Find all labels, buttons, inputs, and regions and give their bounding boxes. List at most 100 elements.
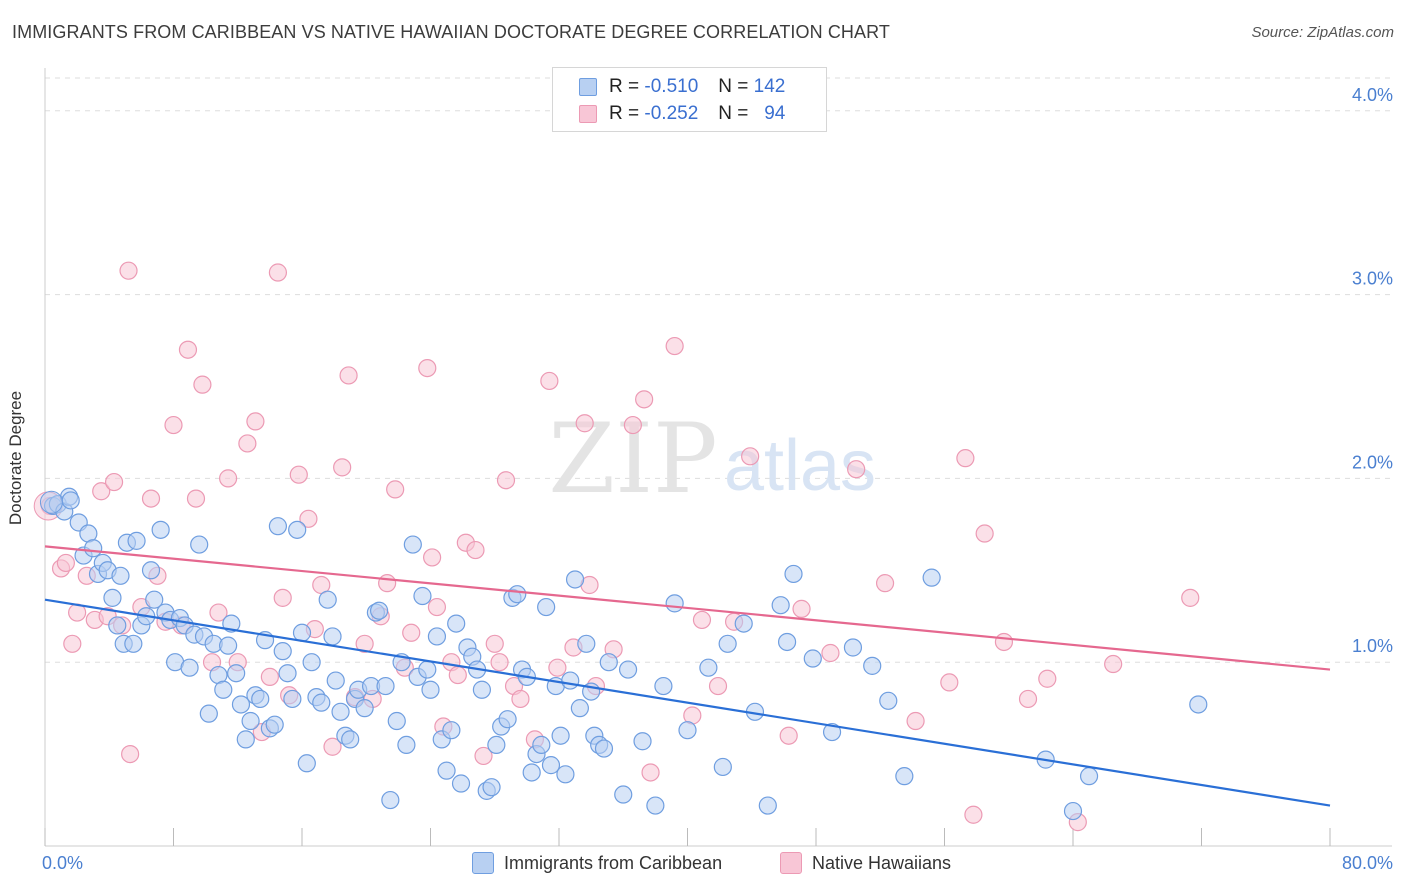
point-caribbean (180, 658, 199, 677)
legend-n-value: 142 (753, 76, 786, 97)
point-native-hawaiians (141, 489, 161, 508)
point-native-hawaiians (821, 643, 840, 663)
point-caribbean (487, 735, 506, 755)
point-caribbean (532, 735, 551, 755)
point-native-hawaiians (418, 358, 437, 378)
point-native-hawaiians (623, 415, 642, 435)
point-native-hawaiians (1104, 654, 1123, 674)
legend-label-caribbean: Immigrants from Caribbean (504, 852, 723, 873)
point-caribbean (292, 623, 312, 642)
legend-swatch-pink (579, 105, 597, 123)
point-caribbean (472, 680, 491, 699)
legend-swatch-blue (472, 852, 494, 874)
point-caribbean (397, 735, 416, 755)
point-caribbean (84, 539, 103, 558)
point-caribbean (879, 691, 898, 710)
point-native-hawaiians (485, 634, 504, 653)
point-caribbean (241, 711, 260, 731)
point-caribbean (341, 730, 360, 749)
point-native-hawaiians (575, 414, 594, 433)
y-tick-label: 2.0% (1352, 452, 1393, 472)
point-caribbean (437, 761, 456, 780)
correlation-legend: R = -0.510 N = 142 R = -0.252 N = 94 (552, 67, 827, 132)
point-caribbean (199, 704, 218, 723)
point-caribbean (699, 658, 718, 677)
point-native-hawaiians (386, 480, 405, 499)
point-native-hawaiians (402, 623, 421, 642)
point-caribbean (451, 774, 471, 793)
y-axis-label: Doctorate Degree (6, 390, 25, 526)
point-caribbean (124, 634, 143, 653)
point-native-hawaiians (355, 634, 374, 653)
point-caribbean (678, 721, 697, 740)
point-native-hawaiians (299, 509, 318, 528)
point-native-hawaiians (427, 597, 447, 617)
point-native-hawaiians (323, 737, 342, 756)
point-caribbean (599, 653, 618, 672)
point-caribbean (278, 664, 297, 683)
point-caribbean (614, 785, 633, 804)
legend-r-value: -0.252 (644, 103, 699, 124)
point-native-hawaiians (193, 375, 212, 394)
legend-r-label: R = (609, 103, 640, 124)
point-native-hawaiians (511, 689, 530, 709)
point-native-hawaiians (466, 540, 485, 560)
point-caribbean (482, 778, 501, 797)
point-native-hawaiians (975, 524, 994, 543)
point-caribbean (413, 586, 432, 606)
trend-line-native-hawaiians (44, 545, 1331, 671)
point-caribbean (633, 732, 652, 751)
point-caribbean (777, 632, 797, 652)
point-caribbean (447, 614, 466, 633)
point-native-hawaiians (63, 634, 82, 653)
point-caribbean (570, 699, 589, 718)
point-native-hawaiians (164, 415, 183, 435)
point-caribbean (103, 588, 122, 607)
legend-r-label: R = (609, 76, 640, 97)
legend-n-label: N = (718, 76, 749, 97)
point-caribbean (318, 590, 337, 609)
point-caribbean (190, 535, 209, 554)
point-native-hawaiians (906, 711, 925, 731)
point-native-hawaiians (378, 574, 397, 593)
point-caribbean (127, 531, 146, 550)
point-native-hawaiians (246, 412, 265, 431)
point-caribbean (442, 721, 461, 740)
point-native-hawaiians (273, 588, 292, 607)
point-caribbean (654, 676, 673, 696)
y-tick-label: 1.0% (1352, 636, 1393, 656)
point-native-hawaiians (779, 726, 798, 745)
legend-swatch-blue (579, 78, 597, 96)
point-native-hawaiians (665, 336, 684, 356)
axes-layer (44, 68, 1392, 847)
point-caribbean (251, 689, 270, 709)
point-caribbean (39, 490, 63, 514)
point-native-hawaiians (1018, 689, 1038, 709)
point-caribbean (331, 702, 350, 721)
point-native-hawaiians (56, 553, 75, 573)
point-caribbean (283, 689, 302, 709)
legend-swatch-pink (780, 852, 802, 874)
legend-row-hawaiians: R = -0.252 N = 94 (579, 102, 785, 126)
chart-title: IMMIGRANTS FROM CARIBBEAN VS NATIVE HAWA… (12, 22, 890, 42)
point-caribbean (265, 715, 284, 734)
point-caribbean (718, 634, 737, 653)
point-caribbean (297, 754, 316, 773)
point-caribbean (326, 671, 345, 690)
point-native-hawaiians (209, 603, 228, 622)
point-caribbean (302, 653, 321, 672)
point-caribbean (323, 627, 342, 646)
trend-line-caribbean (44, 598, 1331, 807)
legend-n-value: 94 (764, 103, 786, 124)
point-caribbean (219, 636, 238, 655)
point-caribbean (561, 671, 580, 690)
point-caribbean (556, 765, 575, 784)
point-caribbean (594, 739, 614, 758)
point-caribbean (427, 627, 447, 646)
point-caribbean (376, 676, 395, 696)
point-caribbean (1063, 801, 1083, 821)
x-tick-label: 0.0% (42, 853, 83, 873)
point-caribbean (1189, 695, 1208, 714)
point-native-hawaiians (474, 746, 493, 766)
